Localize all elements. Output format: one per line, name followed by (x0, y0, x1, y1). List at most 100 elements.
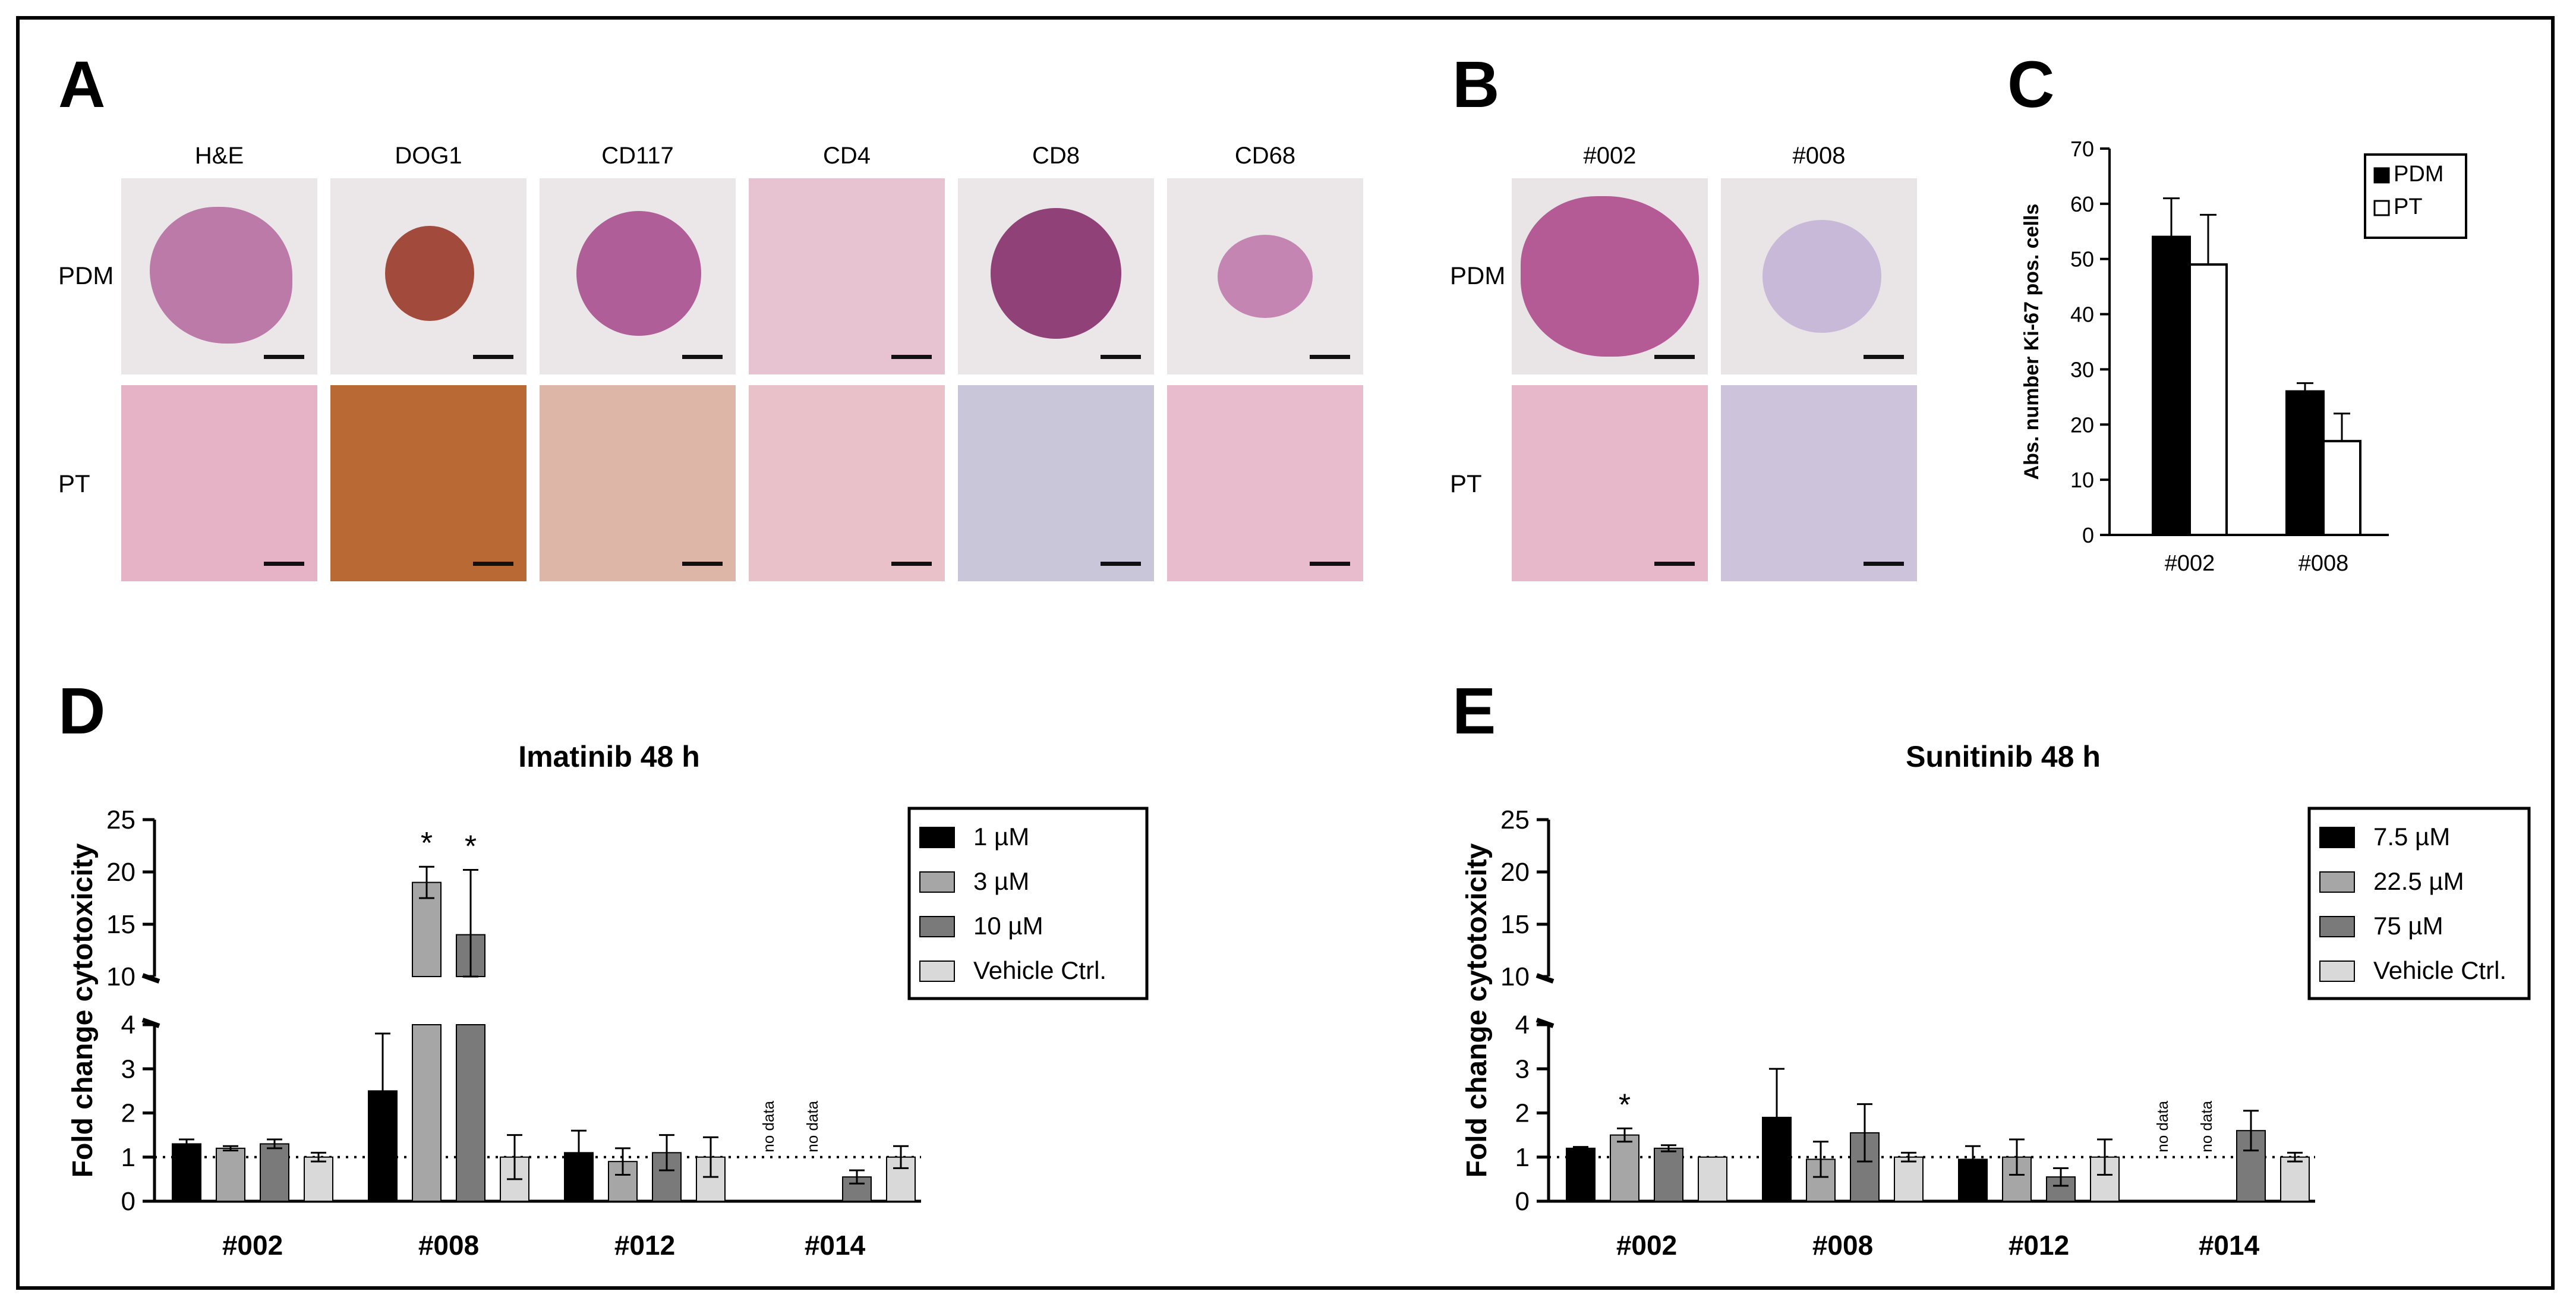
chart-title: Sunitinib 48 h (1906, 740, 2101, 773)
micrograph-pdm (958, 178, 1154, 374)
scale-bar (1310, 562, 1350, 566)
micrograph-pdm (1721, 178, 1917, 374)
micrograph-pt (330, 385, 526, 581)
significance-mark: * (1619, 1088, 1631, 1122)
tissue-blob (1762, 220, 1881, 333)
legend: 7.5 µM 22.5 µM 75 µM Vehicle Ctrl. (2307, 807, 2531, 1000)
y-tick-label: 70 (2070, 137, 2094, 161)
bar (1958, 1158, 1988, 1202)
tissue-blob (749, 178, 945, 374)
column-label: DOG1 (395, 143, 462, 169)
no-data-label: no data (2154, 1100, 2171, 1152)
bar (412, 1024, 442, 1202)
scale-bar (473, 355, 513, 359)
column-label: #008 (1792, 143, 1846, 169)
y-tick-label: 3 (121, 1054, 135, 1084)
tissue-blob (150, 207, 292, 344)
legend-label: 10 µM (973, 912, 1043, 940)
x-tick-label: #008 (418, 1230, 479, 1261)
tissue-blob (1521, 196, 1699, 357)
bar (1894, 1156, 1924, 1202)
y-tick-label: 10 (1500, 962, 1530, 991)
legend-label: 22.5 µM (2373, 867, 2464, 895)
x-tick-label: #012 (614, 1230, 675, 1261)
bar (2046, 1176, 2076, 1202)
y-tick-label: 4 (1515, 1010, 1530, 1040)
scale-bar (1654, 355, 1695, 359)
figure-frame (16, 16, 2555, 1290)
y-tick-label: 4 (121, 1010, 135, 1040)
micrograph-pt (540, 385, 736, 581)
y-tick-label: 0 (2082, 523, 2094, 547)
panel-letter-d: D (58, 675, 106, 748)
tissue-blob (385, 226, 474, 321)
legend-label: 75 µM (2373, 912, 2443, 940)
y-tick-label: 2 (1515, 1099, 1530, 1128)
legend-swatch (2319, 961, 2355, 982)
y-tick-label: 30 (2070, 357, 2094, 382)
legend-swatch (919, 827, 955, 848)
bar (1610, 1134, 1639, 1202)
y-tick-label: 0 (121, 1187, 135, 1216)
micrograph-pt (1512, 385, 1708, 581)
scale-bar (1864, 355, 1904, 359)
scale-bar (891, 355, 932, 359)
micrograph-pdm (121, 178, 317, 374)
column-label: CD117 (601, 143, 674, 169)
scale-bar (1654, 562, 1695, 566)
y-axis-title: Abs. number Ki-67 pos. cells (2020, 204, 2043, 480)
bar (1654, 1147, 1683, 1202)
column-label: CD8 (1032, 143, 1080, 169)
y-tick-label: 0 (1515, 1187, 1530, 1216)
y-tick-label: 20 (106, 858, 135, 887)
significance-mark: * (465, 829, 477, 864)
y-tick-label: 15 (1500, 910, 1530, 939)
panel-letter-e: E (1452, 675, 1496, 748)
micrograph-pdm (1512, 178, 1708, 374)
bar (172, 1143, 201, 1202)
x-tick-label: #002 (1616, 1230, 1677, 1261)
y-axis-title: Fold change cytotoxicity (1461, 843, 1493, 1177)
bar (1566, 1147, 1596, 1202)
no-data-label: no data (2197, 1100, 2215, 1152)
row-label-pdm: PDM (1450, 262, 1506, 289)
chart-c-ki67: 0 10 20 30 40 50 60 70 Abs. number Ki-67 pos. ce… (2020, 137, 2467, 576)
y-tick-label: 60 (2070, 192, 2094, 216)
tissue-blob (576, 211, 701, 336)
y-tick-label: 25 (1500, 805, 1530, 835)
bar (456, 1024, 485, 1202)
x-tick-label: #002 (222, 1230, 283, 1261)
axis-break-mark (1535, 1018, 1555, 1028)
legend-swatch (2319, 871, 2355, 893)
scale-bar (264, 355, 304, 359)
y-tick-label: 10 (106, 962, 135, 991)
bar (260, 1143, 289, 1202)
legend-label: Vehicle Ctrl. (973, 956, 1106, 984)
x-tick-label: #002 (2165, 551, 2215, 576)
legend-swatch (2373, 200, 2390, 216)
x-tick-label: #012 (2009, 1230, 2069, 1261)
legend-swatch (919, 961, 955, 982)
y-tick-label: 10 (2070, 468, 2094, 492)
y-tick-label: 50 (2070, 247, 2094, 272)
tissue-blob (991, 208, 1121, 339)
y-tick-label: 25 (106, 805, 135, 835)
axis-break-mark (141, 1018, 160, 1028)
bar (304, 1156, 333, 1202)
y-tick-label: 1 (121, 1143, 135, 1172)
x-tick-label: #014 (805, 1230, 866, 1261)
no-data-label: no data (803, 1100, 821, 1152)
y-tick-label: 20 (1500, 858, 1530, 887)
micrograph-pdm (330, 178, 526, 374)
row-label-pdm: PDM (58, 262, 114, 289)
legend-label: 7.5 µM (2373, 823, 2450, 851)
bar (2285, 390, 2325, 537)
legend: PDM PT (2364, 153, 2467, 239)
legend-label: 1 µM (973, 823, 1029, 851)
bar (2322, 440, 2361, 537)
bar (216, 1147, 245, 1202)
bar (2189, 263, 2228, 536)
legend-label: 3 µM (973, 867, 1029, 895)
